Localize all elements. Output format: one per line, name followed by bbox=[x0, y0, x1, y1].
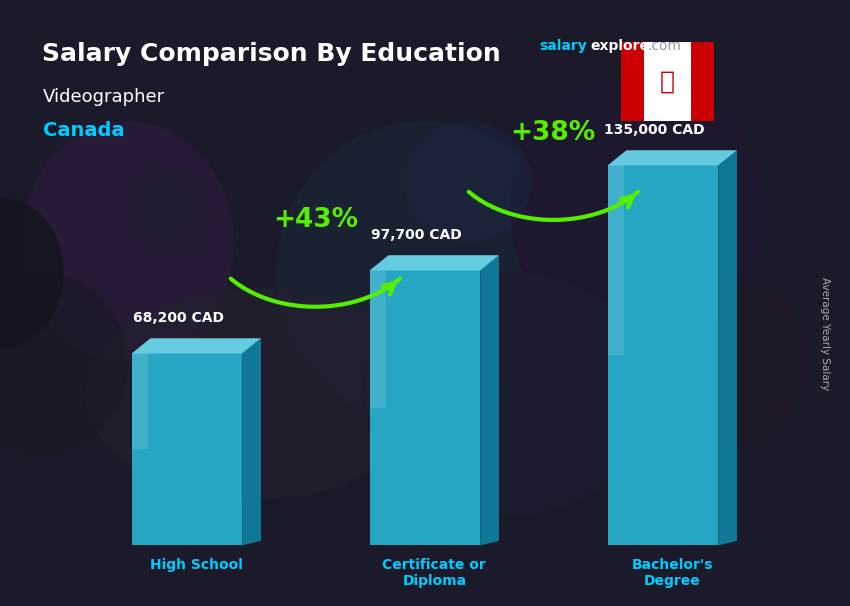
Ellipse shape bbox=[0, 273, 128, 454]
Polygon shape bbox=[718, 150, 737, 545]
Ellipse shape bbox=[0, 197, 64, 348]
Text: Bachelor's
Degree: Bachelor's Degree bbox=[632, 558, 713, 588]
Text: +43%: +43% bbox=[273, 207, 358, 233]
FancyBboxPatch shape bbox=[370, 270, 386, 408]
Polygon shape bbox=[370, 255, 499, 270]
Text: Videographer: Videographer bbox=[42, 88, 165, 106]
Text: Certificate or
Diploma: Certificate or Diploma bbox=[382, 558, 486, 588]
Polygon shape bbox=[480, 255, 499, 545]
Ellipse shape bbox=[404, 121, 531, 242]
FancyBboxPatch shape bbox=[370, 270, 480, 545]
FancyBboxPatch shape bbox=[132, 353, 242, 545]
Ellipse shape bbox=[361, 273, 659, 515]
Bar bbox=[620, 42, 644, 121]
Text: 135,000 CAD: 135,000 CAD bbox=[604, 123, 705, 137]
Bar bbox=[690, 42, 714, 121]
Ellipse shape bbox=[638, 273, 808, 454]
Ellipse shape bbox=[276, 121, 574, 424]
Text: +38%: +38% bbox=[511, 120, 596, 146]
Ellipse shape bbox=[21, 121, 234, 364]
Polygon shape bbox=[132, 338, 261, 353]
Text: Average Yearly Salary: Average Yearly Salary bbox=[819, 277, 830, 390]
FancyBboxPatch shape bbox=[608, 165, 718, 545]
Text: salary: salary bbox=[540, 39, 587, 53]
Text: explorer: explorer bbox=[591, 39, 656, 53]
FancyBboxPatch shape bbox=[132, 353, 148, 450]
FancyBboxPatch shape bbox=[608, 165, 624, 355]
Text: 97,700 CAD: 97,700 CAD bbox=[371, 228, 462, 242]
Text: .com: .com bbox=[648, 39, 682, 53]
Ellipse shape bbox=[85, 288, 425, 500]
Text: 68,200 CAD: 68,200 CAD bbox=[133, 311, 224, 325]
Ellipse shape bbox=[128, 167, 212, 258]
Text: High School: High School bbox=[150, 558, 243, 571]
Text: Salary Comparison By Education: Salary Comparison By Education bbox=[42, 42, 501, 67]
Ellipse shape bbox=[510, 76, 765, 348]
Text: 🍁: 🍁 bbox=[660, 70, 675, 94]
Text: Canada: Canada bbox=[42, 121, 124, 140]
Polygon shape bbox=[242, 338, 261, 545]
Polygon shape bbox=[608, 150, 737, 165]
